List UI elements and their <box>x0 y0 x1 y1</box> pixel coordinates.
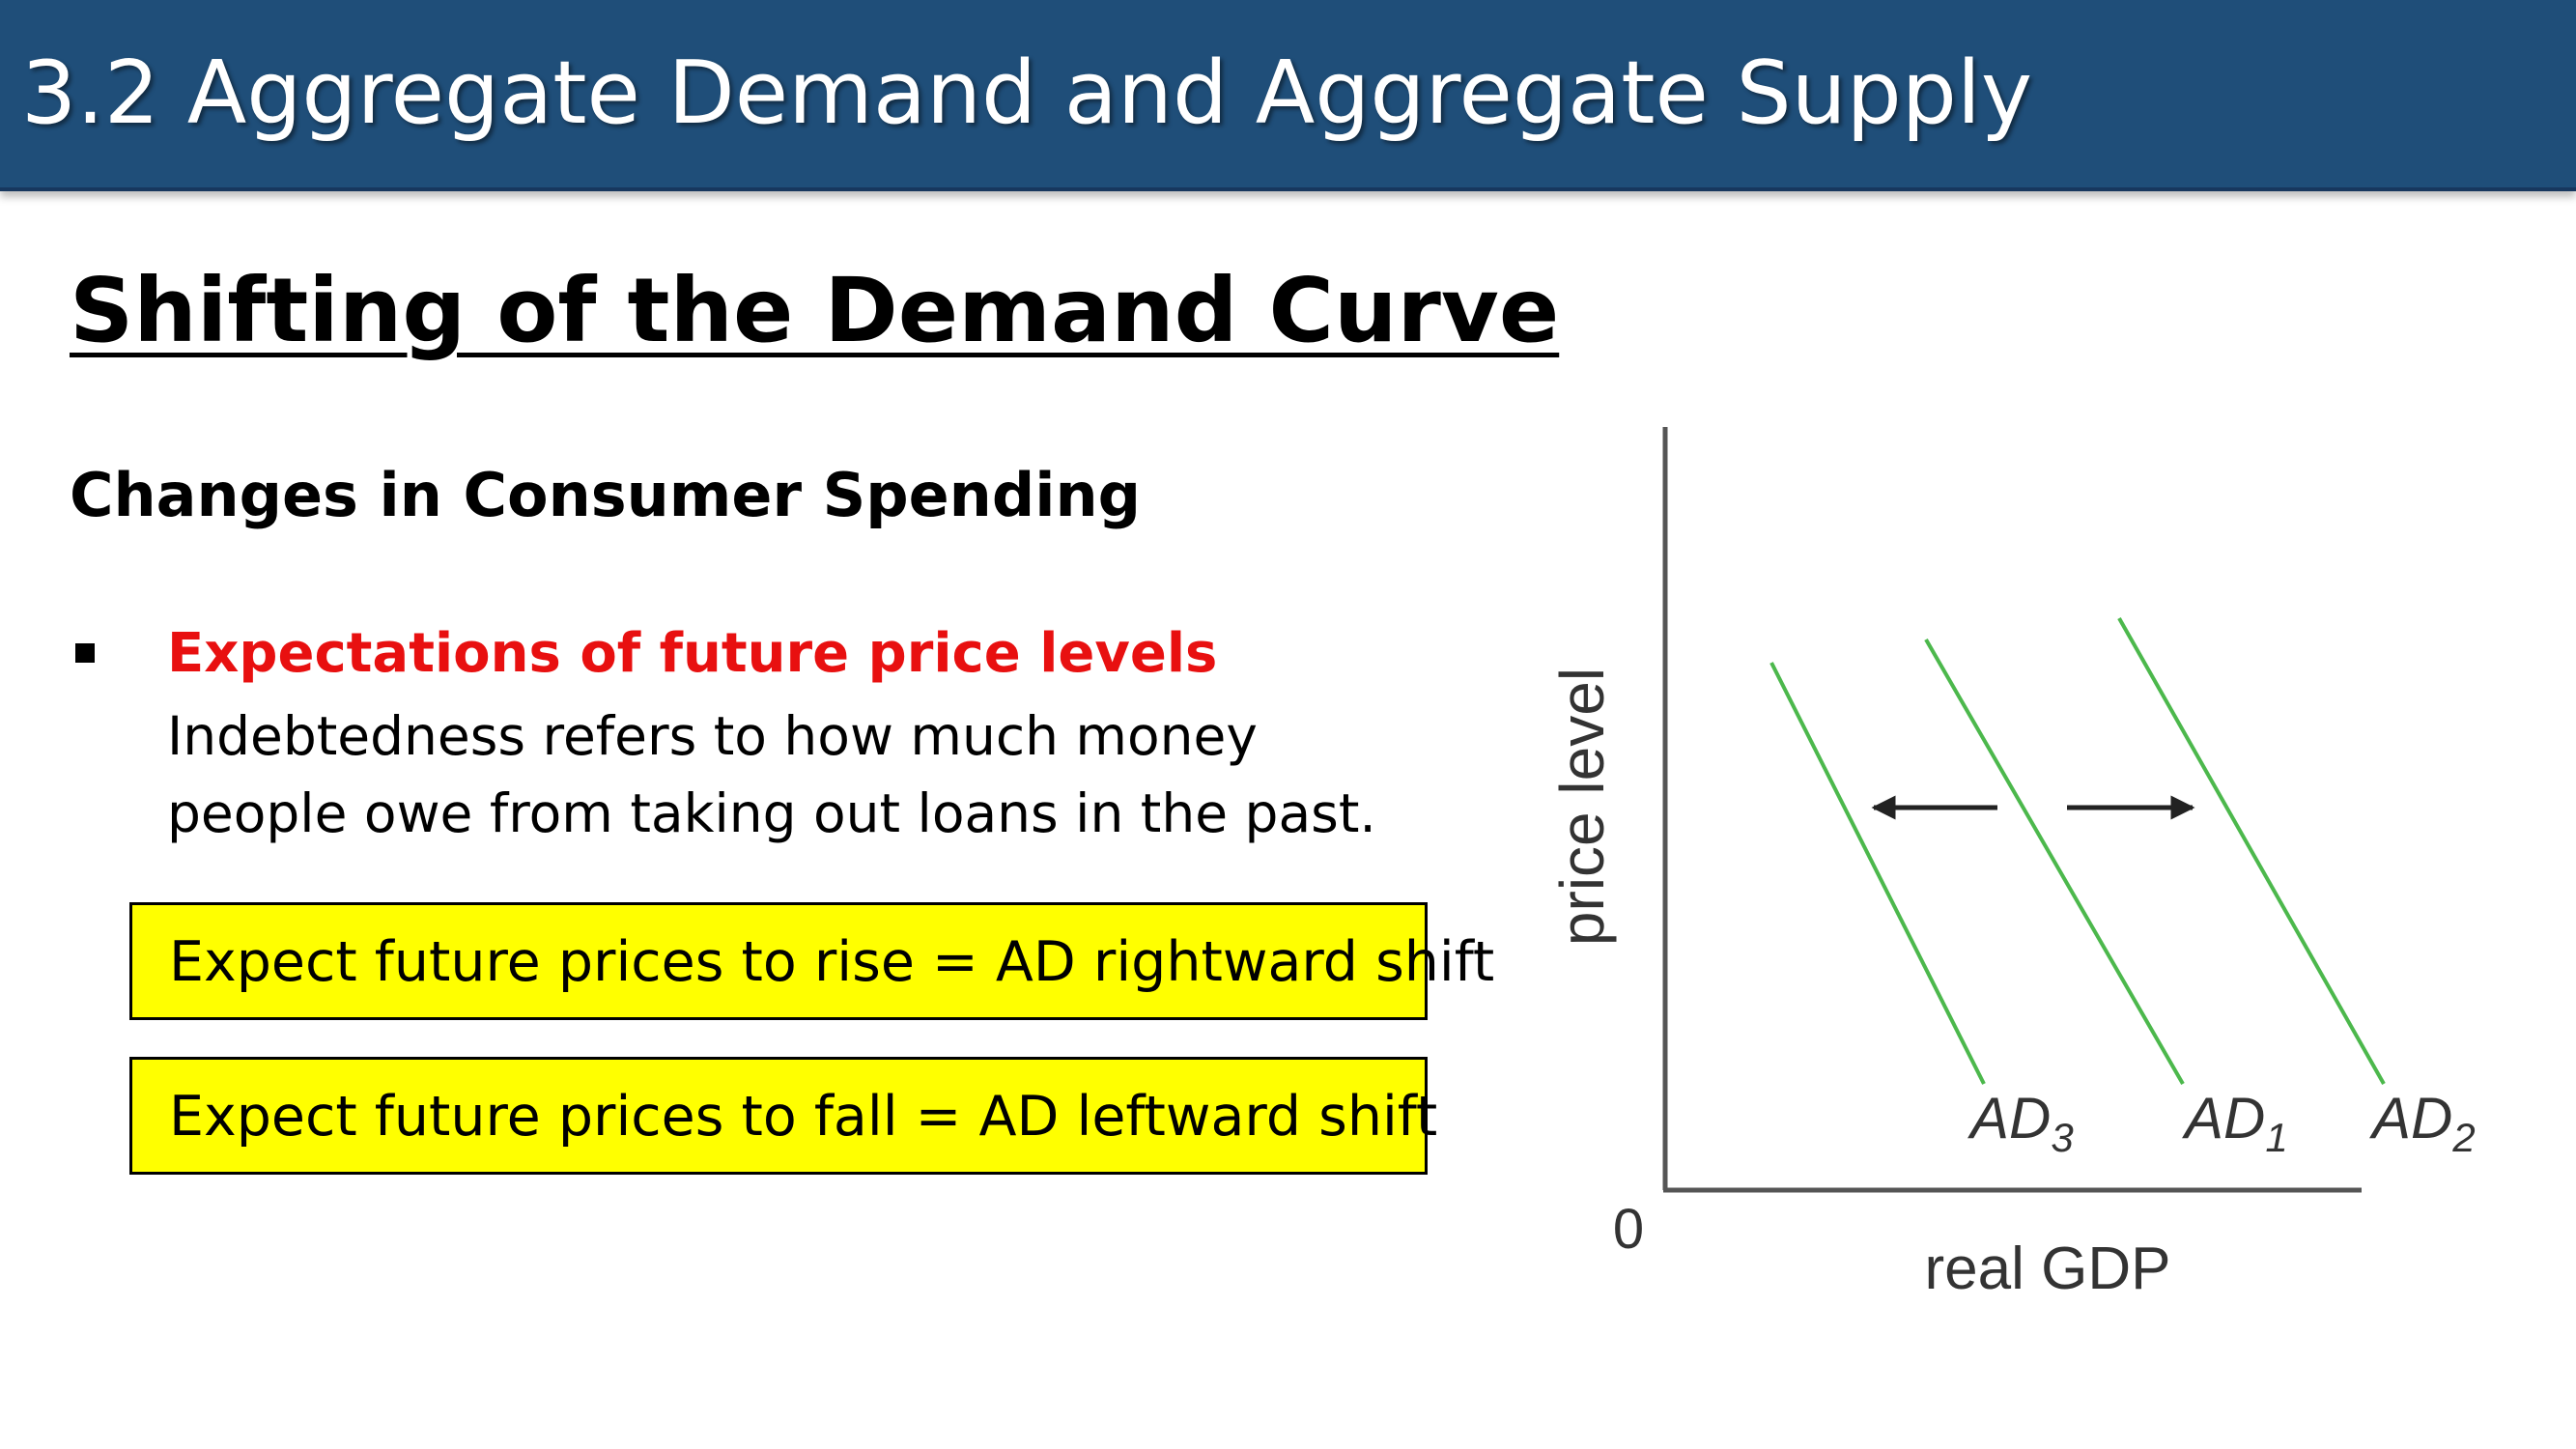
callout-fall: Expect future prices to fall = AD leftwa… <box>129 1057 1437 1175</box>
callout-rise: Expect future prices to rise = AD rightw… <box>129 902 1494 1020</box>
y-axis-label: price level <box>1547 668 1617 946</box>
x-axis-label: real GDP <box>1925 1236 2171 1302</box>
bullet-body-line: people owe from taking out loans in the … <box>167 782 1376 844</box>
ad2-label: AD2 <box>2369 1086 2476 1160</box>
ad-shift-diagram: price level real GDP 0 AD3 AD1 AD2 <box>1547 427 2476 1302</box>
ad3-curve <box>1769 662 1986 1085</box>
ad1-label: AD1 <box>2182 1086 2288 1160</box>
subheading: Changes in Consumer Spending <box>70 460 1141 530</box>
origin-label: 0 <box>1613 1198 1644 1261</box>
title-banner: 3.2 Aggregate Demand and Aggregate Suppl… <box>0 0 2576 191</box>
callout-fall-text: Expect future prices to fall = AD leftwa… <box>169 1085 1438 1149</box>
callout-rise-text: Expect future prices to rise = AD rightw… <box>169 930 1495 994</box>
ad2-curve <box>2117 617 2386 1085</box>
bullet-square-icon <box>75 643 95 663</box>
section-heading: Shifting of the Demand Curve <box>70 259 1560 362</box>
bullet-body-line: Indebtedness refers to how much money <box>167 705 1258 767</box>
bullet-body: Indebtedness refers to how much money pe… <box>167 697 1376 852</box>
ad1-curve <box>1924 638 2185 1086</box>
slide-title: 3.2 Aggregate Demand and Aggregate Suppl… <box>21 43 2033 144</box>
bullet-title: Expectations of future price levels <box>167 622 1218 685</box>
ad3-label: AD3 <box>1967 1086 2074 1160</box>
